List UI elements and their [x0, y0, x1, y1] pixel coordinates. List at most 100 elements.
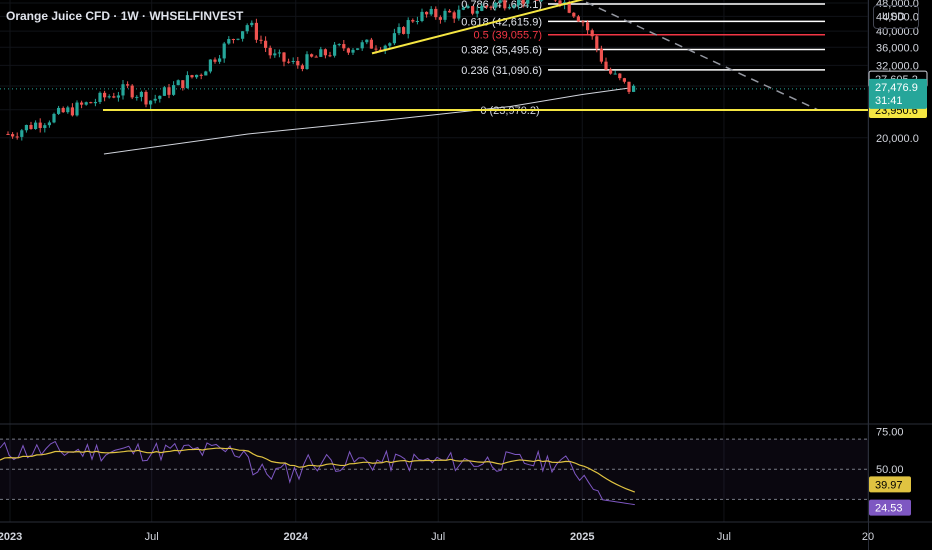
candle-body [521, 0, 525, 4]
candle-body [236, 38, 240, 40]
candle-body [204, 71, 208, 76]
fib-label: 0.382 (35,495.6) [461, 44, 542, 56]
candle-body [84, 102, 88, 105]
candle-body [507, 7, 511, 9]
candle-body [471, 6, 475, 14]
candle-body [622, 78, 626, 82]
candle-body [498, 0, 502, 3]
candle-body [222, 43, 226, 59]
price-tick-label: 44,000.0 [876, 11, 919, 23]
candle-body [38, 122, 42, 128]
candle-body [52, 113, 56, 123]
candle-body [484, 5, 488, 7]
candle-body [457, 9, 461, 19]
time-tick-label: 2024 [283, 531, 308, 543]
moving-average-line [103, 87, 629, 155]
chart-title: Orange Juice CFD · 1W · WHSELFINVEST [6, 9, 244, 23]
candle-body [448, 10, 452, 13]
moving-average [103, 87, 629, 155]
candle-body [443, 10, 447, 20]
candle-body [526, 0, 530, 4]
candle-body [517, 0, 521, 6]
candle-body [406, 20, 410, 34]
candle-body [392, 33, 396, 44]
fib-label: 0.236 (31,090.6) [461, 65, 542, 77]
candle-body [461, 7, 465, 10]
ascending-trendline [371, 0, 585, 55]
candle-body [425, 11, 429, 15]
candle-body [181, 80, 185, 89]
time-tick-label: Jul [145, 531, 159, 543]
candle-body [282, 52, 286, 62]
candle-body [34, 122, 38, 129]
rsi-panel [0, 438, 868, 506]
candle-body [466, 6, 470, 8]
candle-body [567, 2, 571, 13]
candle-body [130, 85, 134, 98]
candle-body [158, 95, 162, 99]
candle-body [581, 21, 585, 23]
candle-body [172, 85, 176, 95]
candle-body [489, 6, 493, 8]
price-tick-label: 36,000.0 [876, 42, 919, 54]
candle-body [149, 100, 153, 105]
price-axis: 60,000.056,000.052,000.048,000.044,000.0… [868, 0, 928, 516]
rsi-ma-line [0, 447, 636, 493]
candle-body [57, 107, 61, 114]
candle-body [438, 17, 442, 20]
candle-body [411, 20, 415, 22]
price-tag-label: 27,476.9 [875, 82, 918, 94]
time-tick-label: 2023 [0, 531, 22, 543]
candle-body [540, 0, 544, 1]
candle-body [162, 87, 166, 96]
candle-body [314, 56, 318, 58]
time-tick-label: Jul [717, 531, 731, 543]
rsi-tag-label: 39.97 [875, 479, 903, 491]
candle-body [176, 80, 180, 86]
candle-body [153, 98, 157, 101]
candle-body [310, 54, 314, 57]
candle-body [199, 74, 203, 76]
candle-body [208, 59, 212, 72]
candle-body [535, 0, 539, 1]
candle-body [296, 60, 300, 66]
time-tick-label: 20 [862, 531, 874, 543]
rsi-tag [869, 499, 911, 516]
candle-body [190, 75, 194, 78]
fib-label: 0.786 (47,684.1) [461, 0, 542, 11]
candle-body [250, 22, 254, 26]
candle-body [107, 96, 111, 98]
price-tick-label: 32,000.0 [876, 60, 919, 72]
candle-body [93, 101, 97, 104]
candle-body [503, 0, 507, 9]
candle-body [135, 96, 139, 98]
candle-body [167, 87, 171, 95]
candle-body [475, 10, 479, 14]
candle-body [254, 22, 258, 40]
candle-body [80, 102, 84, 105]
candle-body [139, 91, 143, 97]
candle-body [632, 85, 636, 92]
candle-body [273, 53, 277, 56]
candle-body [305, 54, 309, 70]
candle-body [374, 48, 378, 50]
candle-body [369, 39, 373, 49]
candle-body [323, 49, 327, 56]
rsi-line [0, 440, 635, 506]
candle-body [328, 55, 332, 57]
candle-body [185, 75, 189, 89]
candle-body [618, 73, 622, 79]
rsi-tag-label: 24.53 [875, 503, 903, 515]
fib-label: 0.5 (39,055.7) [474, 30, 543, 42]
candle-body [259, 39, 263, 41]
candle-body [29, 124, 33, 129]
candle-body [126, 84, 130, 86]
currency-button[interactable]: USD [873, 5, 919, 29]
candle-body [604, 61, 608, 70]
candle-body [66, 107, 70, 113]
candle-body [586, 22, 590, 31]
candle-body [11, 134, 15, 137]
price-tick-label: 20,000.0 [876, 133, 919, 145]
